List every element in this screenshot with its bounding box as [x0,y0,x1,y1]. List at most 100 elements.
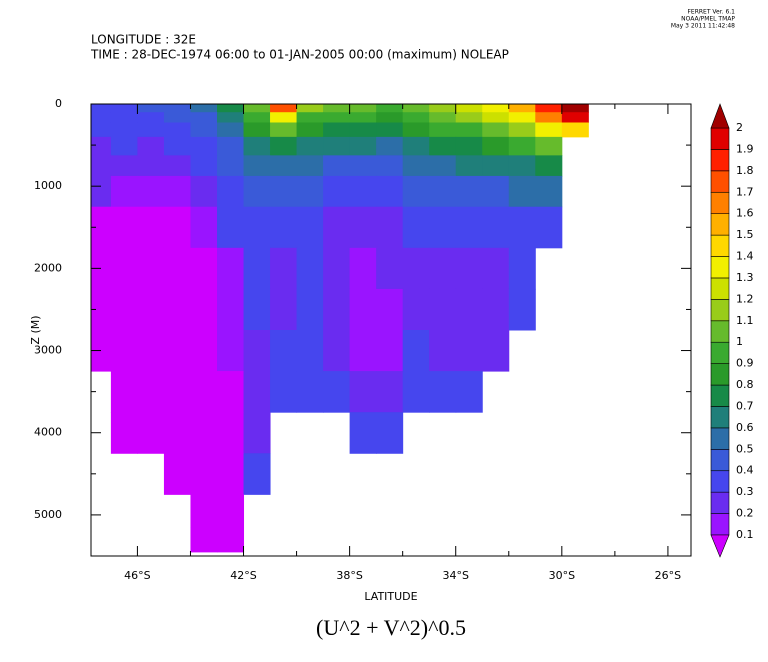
cell [163,330,191,372]
cell [270,122,298,138]
cell [163,122,191,138]
cell [163,371,191,413]
cell [190,104,218,113]
cell [349,112,377,123]
cell [402,247,430,290]
cell [110,412,138,454]
colorbar-label: 1.3 [736,271,754,284]
cell [376,104,404,113]
cell [455,104,483,113]
colorbar-band [710,299,730,322]
cell [508,155,536,177]
cell [137,104,165,113]
cell [91,155,112,177]
cell [376,175,404,208]
colorbar-label: 1.1 [736,314,754,327]
colorbar-label: 0.5 [736,442,754,455]
cell [508,247,536,290]
cell [402,175,430,208]
cell [296,371,324,413]
cell [482,288,510,331]
cell [535,136,563,156]
x-tick-label: 46°S [124,569,150,582]
cell [190,122,218,138]
stamp: NOAA/PMEL TMAP [681,16,735,23]
cell [323,175,351,208]
colorbar-band [710,449,730,472]
cell [323,330,351,372]
cell [535,122,563,138]
cell [110,136,138,156]
cell [535,104,563,113]
cell [349,330,377,372]
cell [110,206,138,249]
cell [376,136,404,156]
colorbar-label: 1.9 [736,142,754,155]
cell [482,112,510,123]
cell [270,371,298,413]
x-tick-label: 42°S [230,569,256,582]
cell [216,104,245,113]
cell [323,288,351,331]
cell [216,527,245,553]
cell [535,112,563,123]
cell [91,112,112,123]
y-tick-label: 0 [55,97,62,110]
colorbar-label: 0.3 [736,485,754,498]
cell [243,206,271,249]
cell [402,112,430,123]
plot-frame [90,103,692,557]
x-tick-label: 30°S [549,569,575,582]
cell [455,175,483,208]
cell [137,371,165,413]
cell [91,122,112,138]
cell [455,247,483,290]
cell [91,206,112,249]
cell [216,112,245,123]
colorbar-band [710,277,730,300]
cell [243,453,271,495]
stamp: May 3 2011 11:42:48 [671,23,735,30]
cell [91,175,112,208]
cell [508,136,536,156]
colorbar-label: 0.4 [736,464,754,477]
cell [429,288,457,331]
cell [243,247,271,290]
cell [376,288,404,331]
cell [296,247,324,290]
x-axis-label: LATITUDE [364,590,417,603]
colorbar-label: 1 [736,335,743,348]
cell [323,247,351,290]
cell [349,122,377,138]
colorbar-band [710,513,730,536]
cell [561,104,589,113]
colorbar-band [710,384,730,407]
y-tick-label: 1000 [34,179,62,192]
cell [455,330,483,372]
cell [137,175,165,208]
colorbar-high [710,103,730,129]
colorbar-label: 1.8 [736,164,754,177]
cell [323,112,351,123]
cell [402,122,430,138]
cell [243,412,271,454]
x-tick-label: 38°S [336,569,362,582]
cell [482,104,510,113]
cell [190,453,218,495]
cell [296,136,324,156]
colorbar-band [710,341,730,364]
cell [190,206,218,249]
cell [429,175,457,208]
cell [163,288,191,331]
cell [429,122,457,138]
cell [323,122,351,138]
cell [91,136,112,156]
cell [349,206,377,249]
cell [455,206,483,249]
cell [110,330,138,372]
cell [190,136,218,156]
colorbar-band [710,256,730,279]
cell [270,247,298,290]
colorbar-label: 1.6 [736,207,754,220]
